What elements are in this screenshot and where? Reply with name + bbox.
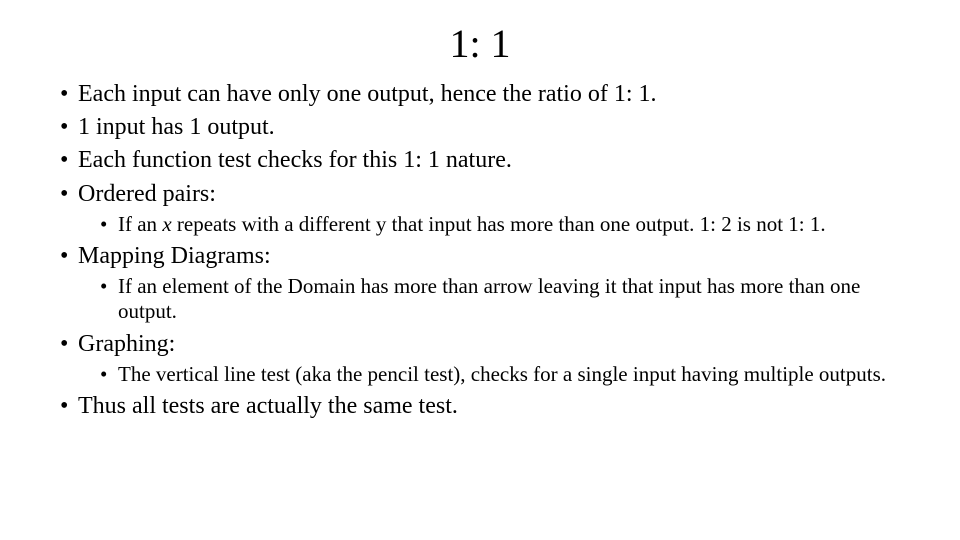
bullet-text: Ordered pairs:: [78, 181, 216, 207]
bullet-item: Each input can have only one output, hen…: [60, 79, 910, 110]
bullet-list-level2: If an x repeats with a different y that …: [78, 212, 910, 237]
bullet-item: Mapping Diagrams: If an element of the D…: [60, 241, 910, 325]
bullet-sub-item: If an x repeats with a different y that …: [100, 212, 910, 237]
bullet-sub-text-italic: x: [162, 212, 171, 236]
bullet-list-level2: If an element of the Domain has more tha…: [78, 274, 910, 324]
bullet-item: Ordered pairs: If an x repeats with a di…: [60, 179, 910, 237]
bullet-sub-text-pre: If an: [118, 212, 162, 236]
bullet-text: Graphing:: [78, 331, 175, 357]
bullet-item: Each function test checks for this 1: 1 …: [60, 145, 910, 176]
bullet-sub-text-post: repeats with a different y that input ha…: [172, 212, 826, 236]
slide-title: 1: 1: [50, 20, 910, 67]
bullet-text: Mapping Diagrams:: [78, 243, 271, 269]
bullet-list-level2: The vertical line test (aka the pencil t…: [78, 362, 910, 387]
bullet-sub-item: If an element of the Domain has more tha…: [100, 274, 910, 324]
bullet-item: Thus all tests are actually the same tes…: [60, 391, 910, 422]
bullet-list-level1: Each input can have only one output, hen…: [50, 79, 910, 422]
bullet-item: Graphing: The vertical line test (aka th…: [60, 329, 910, 387]
bullet-sub-item: The vertical line test (aka the pencil t…: [100, 362, 910, 387]
bullet-item: 1 input has 1 output.: [60, 112, 910, 143]
